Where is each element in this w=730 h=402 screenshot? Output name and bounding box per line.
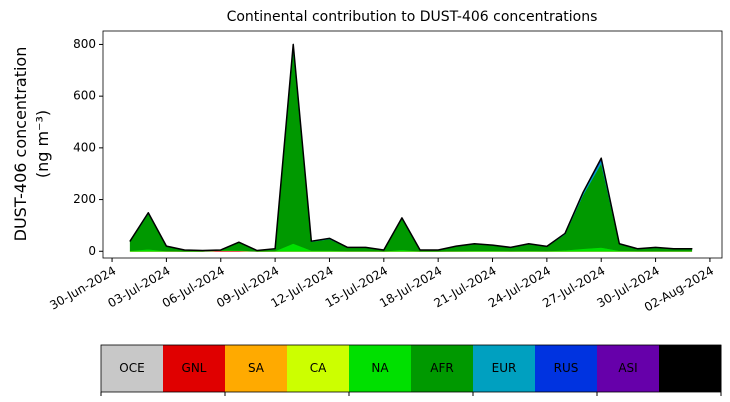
legend-label: GNL xyxy=(182,361,207,375)
legend-swatch xyxy=(535,345,598,392)
chart-title: Continental contribution to DUST-406 con… xyxy=(227,9,598,25)
legend-swatch xyxy=(659,345,722,392)
legend-label: RUS xyxy=(554,361,579,375)
legend-swatch xyxy=(163,345,226,392)
legend-swatch xyxy=(411,345,474,392)
legend-swatch xyxy=(101,345,164,392)
y-tick-label: 0 xyxy=(88,244,96,258)
legend-label: NA xyxy=(371,361,389,375)
legend-frame xyxy=(100,344,722,393)
legend-label: ASI xyxy=(618,361,637,375)
y-tick-label: 600 xyxy=(73,89,96,103)
legend-swatch xyxy=(225,345,288,392)
y-tick-label: 400 xyxy=(73,140,96,154)
legend-label: OCE xyxy=(119,361,144,375)
legend-label: SA xyxy=(248,361,265,375)
y-axis-label: DUST-406 concentration (ng m⁻³) xyxy=(11,47,52,242)
x-tick-label: 30-Jun-2024 xyxy=(47,264,118,313)
legend-swatch xyxy=(287,345,350,392)
legend-swatch xyxy=(349,345,412,392)
legend-label: AFR xyxy=(430,361,453,375)
legend-swatch xyxy=(473,345,536,392)
plot-frame xyxy=(102,30,723,259)
area xyxy=(129,43,693,252)
legend-label: CA xyxy=(310,361,327,375)
legend-label: AUS xyxy=(678,361,703,375)
y-tick-label: 200 xyxy=(73,192,96,206)
legend-swatch xyxy=(597,345,660,392)
area xyxy=(129,48,693,252)
legend-label: EUR xyxy=(492,361,517,375)
y-tick-label: 800 xyxy=(73,37,96,51)
